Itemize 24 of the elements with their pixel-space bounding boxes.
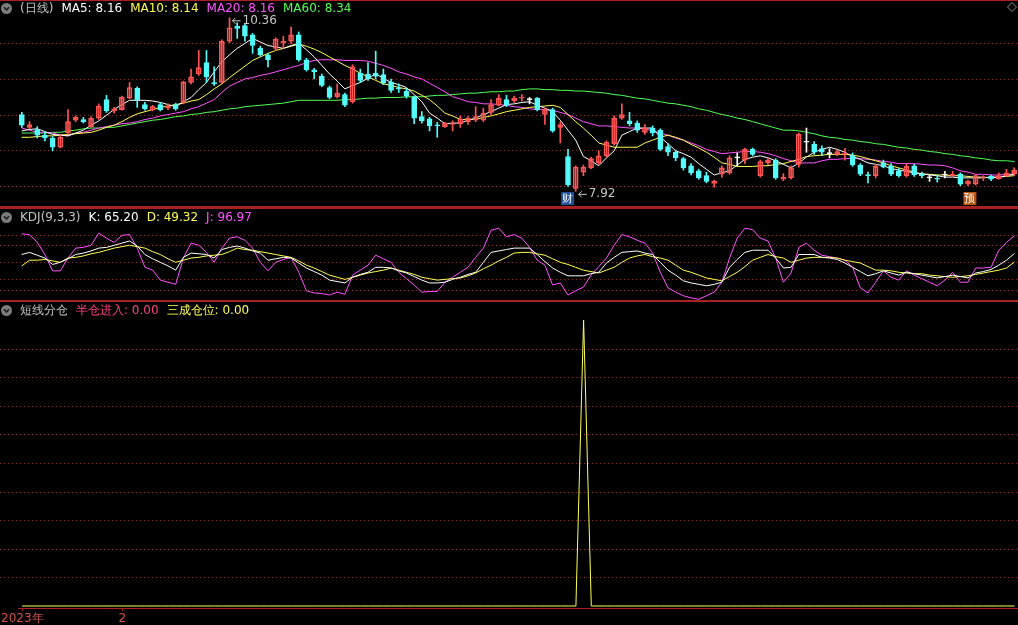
- x-tick-label: 2023年: [1, 611, 44, 625]
- text: MA60: 8.34: [283, 1, 352, 15]
- text: MA5: 8.16: [61, 1, 123, 15]
- candlestick: [395, 83, 402, 93]
- chart-title: (日线): [20, 1, 54, 15]
- series-label: J: 96.97: [206, 210, 252, 224]
- annotation: 10.36: [242, 12, 277, 27]
- chart-title: KDJ(9,3,3): [20, 210, 81, 224]
- text: MA10: 8.14: [130, 1, 199, 15]
- candlestick: [365, 62, 371, 81]
- annotation: 预: [964, 191, 976, 205]
- x-tick-label: 2: [118, 611, 127, 625]
- chart-title: 短线分仓: [20, 303, 68, 317]
- legend-label: 半仓进入: 0.00: [76, 303, 159, 317]
- annotation: 财: [562, 191, 574, 205]
- candlestick: [865, 171, 871, 184]
- series-label: K: 65.20: [88, 210, 139, 224]
- candlestick: [434, 122, 441, 138]
- candlestick: [211, 66, 217, 86]
- candlestick: [734, 152, 741, 167]
- annotation: 7.92: [588, 186, 616, 201]
- text: 三成仓位: 0.00: [166, 303, 250, 317]
- text: MA20: 8.16: [206, 1, 275, 15]
- text: D: 49.32: [146, 210, 199, 224]
